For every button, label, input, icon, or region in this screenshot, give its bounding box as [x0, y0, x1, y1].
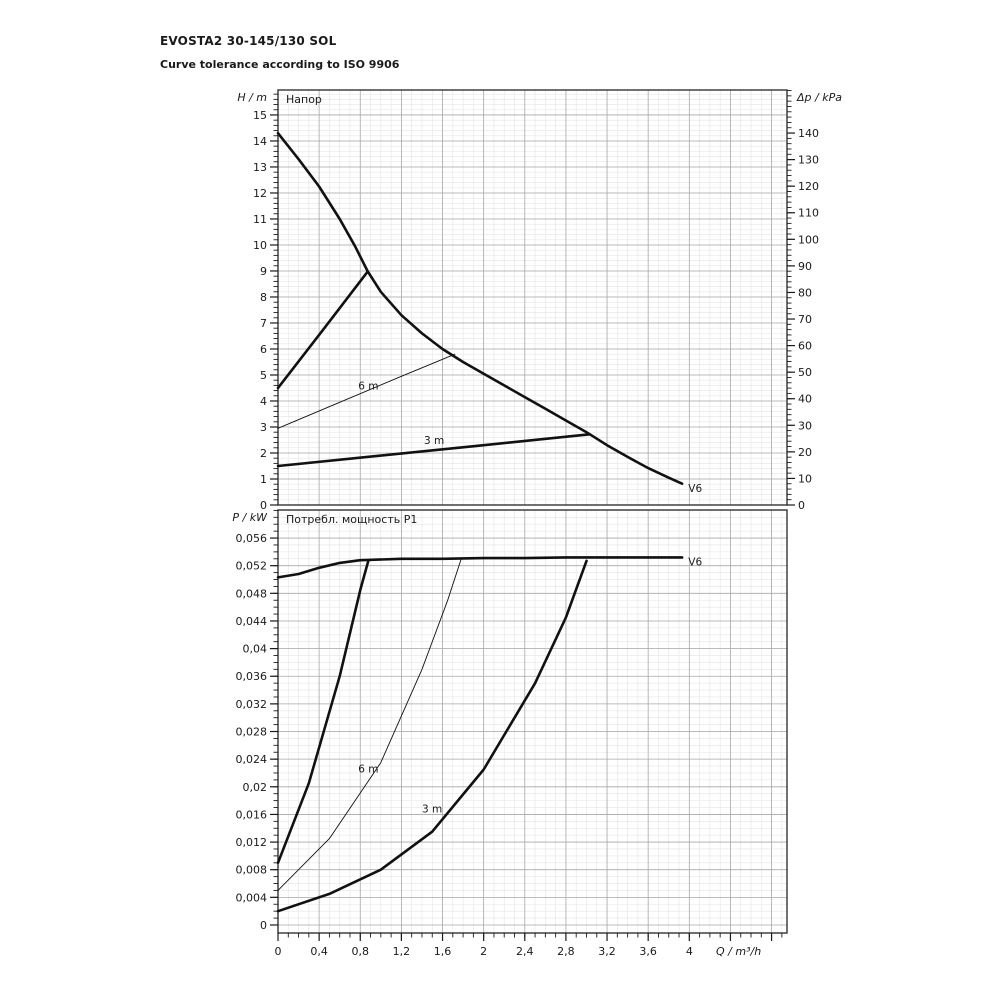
y-right-tick-label: 130 — [798, 154, 819, 167]
y-tick-label: 9 — [260, 265, 267, 278]
y-right-tick-label: 60 — [798, 340, 812, 353]
y-tick-label: 0,02 — [243, 781, 268, 794]
x-tick-label: 2,4 — [516, 945, 534, 958]
y-tick-label: 3 — [260, 421, 267, 434]
y-tick-label: 0,048 — [236, 587, 268, 600]
y-tick-label: 0,04 — [243, 643, 268, 656]
y-tick-label: 8 — [260, 291, 267, 304]
y-axis-unit-label: P / kW — [232, 511, 268, 524]
y-tick-label: 2 — [260, 447, 267, 460]
y-tick-label: 0,004 — [236, 891, 268, 904]
y-right-axis-unit-label: Δp / kPa — [796, 91, 842, 104]
x-tick-label: 2 — [480, 945, 487, 958]
x-tick-label: 3,6 — [639, 945, 657, 958]
y-tick-label: 0,032 — [236, 698, 268, 711]
y-tick-label: 11 — [253, 213, 267, 226]
power-chart: 0 0,004 0,008 0,012 0,016 0,02 0,024 0,028 0,032… — [232, 509, 788, 958]
power-curve-3m — [276, 559, 588, 913]
power-chart-frame — [277, 509, 788, 934]
x-tick-label: 4 — [686, 945, 693, 958]
y-right-tick-label: 100 — [798, 233, 819, 246]
power-curve-9m — [276, 558, 370, 865]
y-right-tick-label: 90 — [798, 260, 812, 273]
curve-label: 3 m — [424, 435, 444, 447]
y-right-tick-label: 30 — [798, 419, 812, 432]
y-axis-unit-label: H / m — [237, 91, 267, 104]
y-tick-label: 0 — [260, 919, 267, 932]
y-tick-label: 0,036 — [236, 670, 268, 683]
y-tick-label: 4 — [260, 395, 267, 408]
curve-label: V6 — [688, 483, 702, 495]
y-tick-label: 0 — [260, 499, 267, 512]
x-tick-label: 0 — [275, 945, 282, 958]
curve-label: 6 m — [358, 763, 378, 775]
power-chart-title: Потребл. мощность P1 — [286, 513, 417, 526]
y-tick-label: 5 — [260, 369, 267, 382]
x-tick-label: 1,2 — [393, 945, 411, 958]
y-right-tick-label: 20 — [798, 446, 812, 459]
y-tick-label: 12 — [253, 187, 267, 200]
x-tick-label: 2,8 — [557, 945, 575, 958]
y-tick-label: 0,028 — [236, 726, 268, 739]
v6-max-head-curve — [276, 131, 684, 486]
y-right-tick-label: 120 — [798, 180, 819, 193]
curve-label: 6 m — [358, 380, 378, 392]
v6-max-power-curve — [276, 556, 684, 579]
y-right-tick-label: 50 — [798, 366, 812, 379]
y-right-tick-label: 110 — [798, 207, 819, 220]
x-tick-label: 0,4 — [310, 945, 328, 958]
y-tick-label: 0,056 — [236, 532, 268, 545]
y-tick-label: 10 — [253, 239, 267, 252]
y-right-tick-label: 0 — [798, 499, 805, 512]
proportional-6m-head-curve — [277, 353, 456, 429]
y-tick-label: 0,024 — [236, 753, 268, 766]
proportional-9m-head-curve — [276, 270, 369, 390]
x-tick-label: 0,8 — [352, 945, 370, 958]
y-tick-label: 6 — [260, 343, 267, 356]
y-tick-label: 7 — [260, 317, 267, 330]
y-tick-label: 14 — [253, 135, 267, 148]
proportional-3m-head-curve — [276, 432, 591, 468]
page-title: EVOSTA2 30-145/130 SOL — [160, 34, 337, 48]
power-curve-6m — [277, 559, 462, 891]
page-subtitle: Curve tolerance according to ISO 9906 — [160, 58, 400, 71]
y-tick-label: 0,044 — [236, 615, 268, 628]
y-right-tick-label: 80 — [798, 286, 812, 299]
y-right-tick-label: 140 — [798, 127, 819, 140]
y-tick-label: 0,016 — [236, 808, 268, 821]
y-right-tick-label: 70 — [798, 313, 812, 326]
y-tick-label: 15 — [253, 109, 267, 122]
x-tick-label: 1,6 — [434, 945, 452, 958]
y-tick-label: 0,012 — [236, 836, 268, 849]
x-axis-unit-label: Q / m³/h — [716, 945, 761, 958]
curve-label: V6 — [688, 557, 702, 569]
x-tick-label: 3,2 — [598, 945, 616, 958]
y-right-tick-label: 40 — [798, 393, 812, 406]
y-tick-label: 0,052 — [236, 560, 268, 573]
y-tick-label: 13 — [253, 161, 267, 174]
y-right-tick-label: 10 — [798, 472, 812, 485]
y-tick-label: 1 — [260, 473, 267, 486]
y-tick-label: 0,008 — [236, 864, 268, 877]
curve-label: 3 m — [422, 803, 442, 815]
head-chart-title: Напор — [286, 93, 322, 106]
